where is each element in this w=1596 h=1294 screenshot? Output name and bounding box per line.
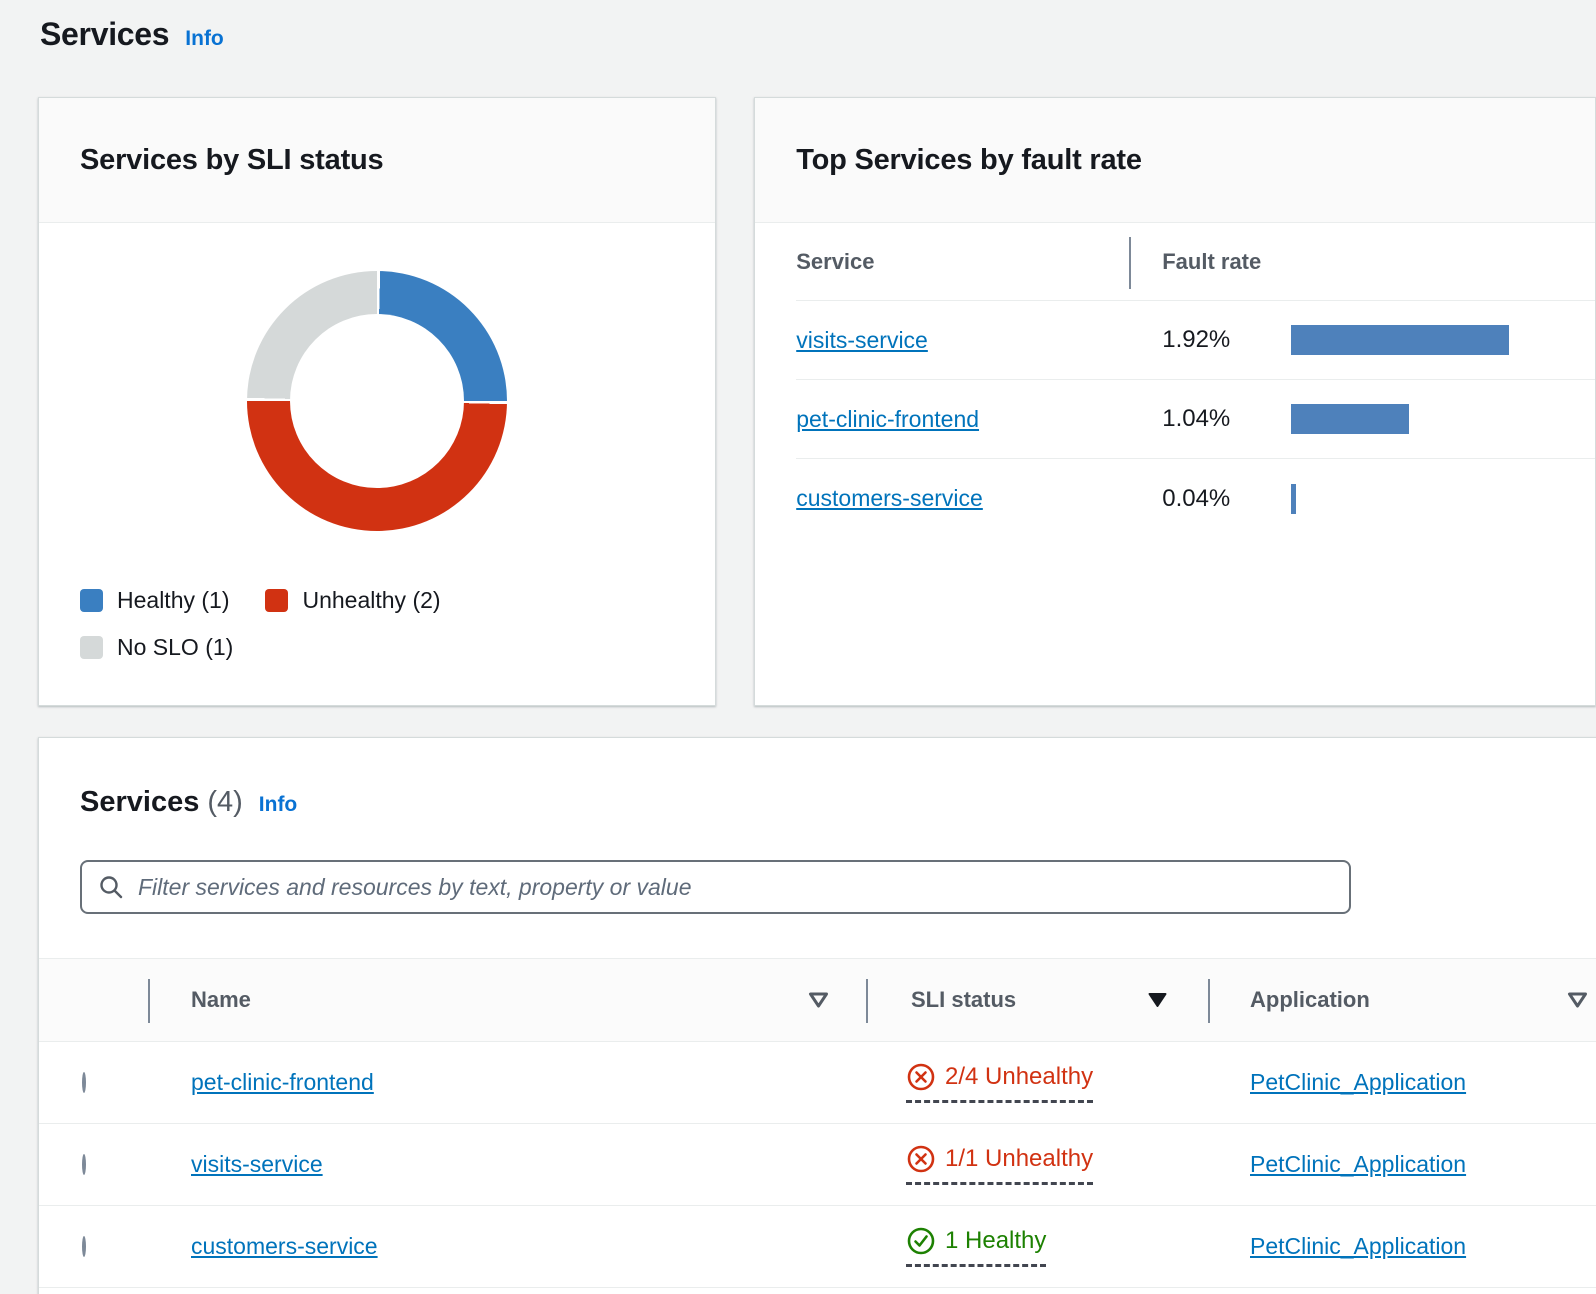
column-divider [1129,237,1132,289]
legend-item-no-slo: No SLO (1) [80,634,233,661]
filter-input-container [80,860,1351,914]
sli-status-text: 1/1 Unhealthy [945,1145,1094,1172]
row-select-radio[interactable] [82,1235,86,1257]
error-circle-icon [907,1145,935,1173]
sort-icon-name[interactable] [807,990,830,1010]
row-select-radio[interactable] [82,1153,86,1175]
services-table-title: Services [80,786,200,818]
legend-item-healthy: Healthy (1) [80,587,229,614]
service-link[interactable]: customers-service [796,485,983,511]
row-select-radio[interactable] [82,1071,86,1093]
top-cards-row: Services by SLI status Healthy (1) Unhea… [0,97,1596,706]
legend-label: Healthy (1) [117,587,230,613]
table-info-link[interactable]: Info [258,793,298,816]
services-count: (4) [207,786,243,818]
fault-rate-table: Service Fault rate visits-service 1.92% … [755,223,1595,538]
sli-status-text: 1 Healthy [945,1227,1047,1254]
sli-status-badge[interactable]: 1/1 Unhealthy [906,1144,1094,1185]
table-row: customers-service 1 Healthy PetClinic_Ap… [39,1206,1596,1288]
service-link[interactable]: pet-clinic-frontend [796,405,980,432]
sli-donut-chart [247,271,508,531]
sli-status-card: Services by SLI status Healthy (1) Unhea… [38,97,717,706]
column-header-sli-status[interactable]: SLI status [866,959,1208,1041]
no-slo-swatch-icon [80,636,103,659]
services-table-title-row: Services (4) Info [39,738,1596,819]
fault-row: pet-clinic-frontend 1.04% [796,380,1595,459]
fault-rate-value: 1.92% [1162,326,1231,353]
error-circle-icon [907,1063,935,1091]
services-table-card: Services(4) Info Name SLI status Applic [38,737,1596,1294]
service-link[interactable]: visits-service [796,326,928,353]
sli-card-body: Healthy (1) Unhealthy (2) No SLO (1) [39,271,715,661]
fault-rate-value: 1.04% [1162,405,1231,432]
search-icon [100,876,123,899]
page-info-link[interactable]: Info [185,27,224,50]
legend-label: No SLO (1) [117,634,234,660]
unhealthy-swatch-icon [265,589,289,612]
fault-rate-bar [1291,483,1297,514]
column-header-service: Service [796,248,875,274]
service-name-link[interactable]: customers-service [191,1233,378,1259]
fault-row: customers-service 0.04% [796,459,1595,538]
fault-rate-card: Top Services by fault rate Service Fault… [754,97,1596,706]
fault-row: visits-service 1.92% [796,301,1595,380]
fault-card-header: Top Services by fault rate [755,98,1595,223]
service-name-link[interactable]: visits-service [191,1151,323,1177]
success-circle-icon [907,1227,935,1255]
sort-icon-sli-status-desc[interactable] [1146,990,1169,1010]
column-header-name[interactable]: Name [148,959,866,1041]
sli-status-text: 2/4 Unhealthy [945,1063,1094,1090]
application-link[interactable]: PetClinic_Application [1250,1069,1467,1095]
table-row: pet-clinic-frontend 2/4 Unhealthy PetCli… [39,1042,1596,1124]
fault-table-header: Service Fault rate [796,223,1595,301]
legend-label: Unhealthy (2) [302,587,441,613]
sli-card-title: Services by SLI status [80,143,384,176]
fault-card-title: Top Services by fault rate [796,143,1142,176]
column-header-application[interactable]: Application [1208,959,1596,1041]
table-row: visits-service 1/1 Unhealthy PetClinic_A… [39,1124,1596,1206]
healthy-swatch-icon [80,589,103,612]
services-table-header: Name SLI status Application [39,958,1596,1042]
column-header-fault-rate: Fault rate [1162,248,1262,274]
page-header: Services Info [0,0,1596,53]
sli-card-header: Services by SLI status [39,98,716,223]
selection-column-header [39,959,148,1041]
legend-item-unhealthy: Unhealthy (2) [265,587,441,614]
fault-rate-bar [1291,325,1510,355]
application-link[interactable]: PetClinic_Application [1250,1151,1467,1177]
service-name-link[interactable]: pet-clinic-frontend [191,1069,374,1095]
sli-status-badge[interactable]: 2/4 Unhealthy [906,1062,1094,1103]
fault-rate-bar [1291,404,1410,434]
sort-icon-application[interactable] [1566,990,1589,1010]
sli-status-badge[interactable]: 1 Healthy [906,1226,1047,1267]
filter-input[interactable] [138,862,1333,912]
sli-legend: Healthy (1) Unhealthy (2) No SLO (1) [80,587,550,661]
application-link[interactable]: PetClinic_Application [1250,1233,1467,1259]
page-title: Services [40,16,170,52]
fault-rate-value: 0.04% [1162,484,1231,512]
